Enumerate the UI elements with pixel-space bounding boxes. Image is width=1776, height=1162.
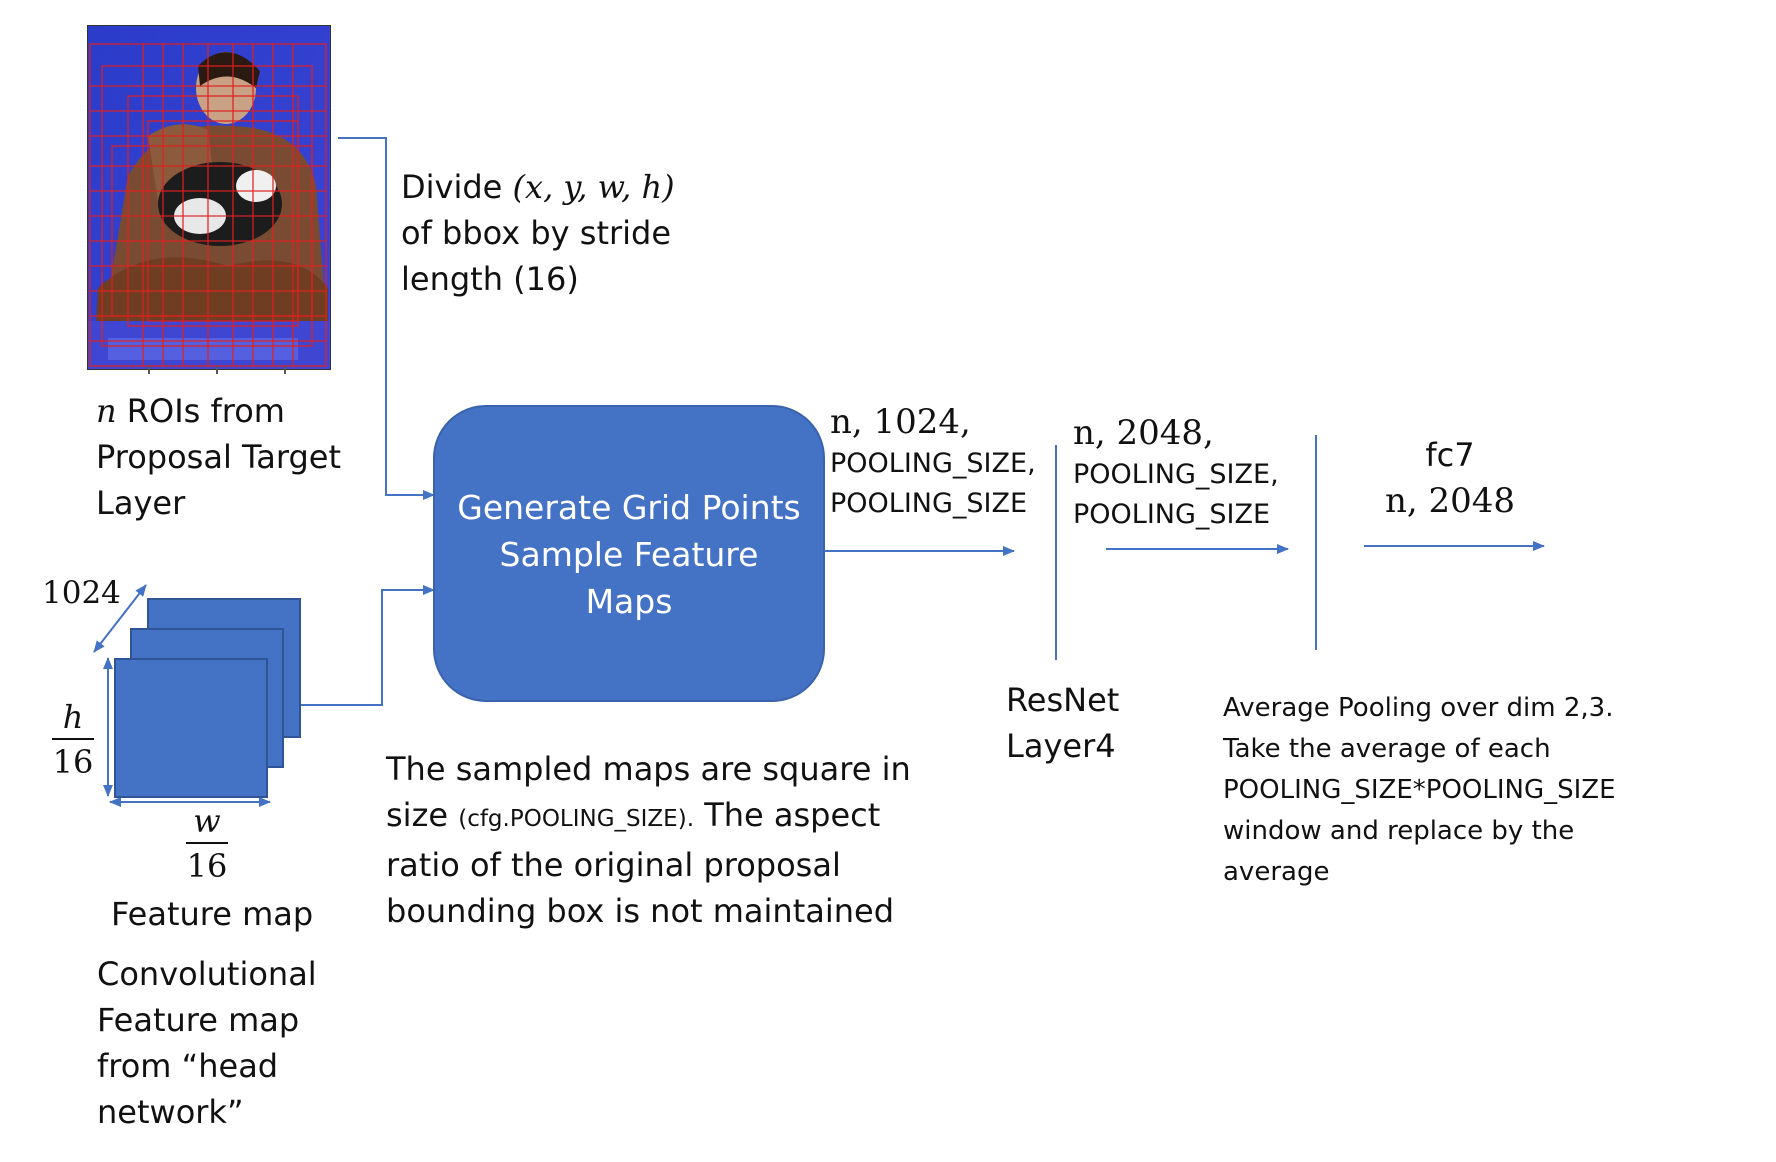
featuremap-to-box-connector <box>298 585 435 706</box>
conv-caption-line2: Feature map <box>97 1001 300 1039</box>
sampled-note-line2-suffix: The aspect <box>694 796 881 834</box>
avg-pool-note: Average Pooling over dim 2,3. Take the a… <box>1223 688 1743 893</box>
width-fraction-num: w <box>193 802 221 840</box>
shape1-line3: POOLING_SIZE <box>830 488 1028 519</box>
depth-label: 1024 <box>42 575 121 611</box>
divide-note-prefix: Divide <box>401 168 513 206</box>
generate-grid-box-shape <box>433 405 825 702</box>
conv-caption-line1: Convolutional <box>97 955 317 993</box>
avg-note-line2: Take the average of each <box>1223 734 1551 764</box>
roi-caption-line1: ROIs from <box>116 392 285 430</box>
conv-caption-line3: from “head <box>97 1047 279 1085</box>
roi-caption-math: n <box>96 392 117 430</box>
height-fraction-bar <box>52 738 94 740</box>
sampled-note: The sampled maps are square in size (cfg… <box>386 746 946 934</box>
shape-annotation-1: n, 1024, POOLING_SIZE, POOLING_SIZE <box>830 400 1060 524</box>
depth-arrow <box>93 584 147 653</box>
sampled-note-line1: The sampled maps are square in <box>386 750 911 788</box>
width-fraction-bar <box>186 842 228 844</box>
roi-image <box>87 25 331 370</box>
shape1-line2: POOLING_SIZE, <box>830 448 1036 479</box>
feature-map-label: Feature map <box>111 895 314 933</box>
width-fraction-den: 16 <box>186 847 228 885</box>
conv-caption-line4: network” <box>97 1093 244 1131</box>
box-line2: Sample Feature <box>499 535 759 574</box>
fc7-label: fc7 <box>1425 436 1475 474</box>
shape2-math: n, 2048, <box>1073 413 1214 453</box>
avg-note-line5: average <box>1223 857 1330 887</box>
shape-annotation-2: n, 2048, POOLING_SIZE, POOLING_SIZE <box>1073 411 1303 535</box>
height-fraction: h 16 <box>50 696 96 784</box>
avg-note-line1: Average Pooling over dim 2,3. <box>1223 693 1614 723</box>
divide-note-math: (x, y, w, h) <box>512 168 675 206</box>
generate-grid-box-label: Generate Grid Points Sample Feature Maps <box>434 484 824 625</box>
height-fraction-den: 16 <box>52 743 94 781</box>
resnet-label: ResNet Layer4 <box>1006 677 1119 769</box>
divide-note: Divide (x, y, w, h) of bbox by stride le… <box>401 164 731 302</box>
shape2-line3: POOLING_SIZE <box>1073 499 1271 530</box>
feature-map-layer-front <box>114 658 268 798</box>
roi-caption-line2: Proposal Target <box>96 438 341 476</box>
sampled-note-line3: ratio of the original proposal <box>386 846 841 884</box>
box-line3: Maps <box>585 582 673 621</box>
roi-caption-line3: Layer <box>96 484 186 522</box>
sampled-note-line4: bounding box is not maintained <box>386 892 895 930</box>
resnet-line1: ResNet <box>1006 681 1120 719</box>
roi-to-box-connector <box>338 137 435 500</box>
sampled-note-line2-small: (cfg.POOLING_SIZE). <box>458 806 695 832</box>
box-line1: Generate Grid Points <box>457 488 801 527</box>
roi-caption: n ROIs from Proposal Target Layer <box>96 388 396 526</box>
conv-caption: Convolutional Feature map from “head net… <box>97 951 397 1135</box>
divide-note-line2: of bbox by stride <box>401 214 672 252</box>
divide-note-line3: length (16) <box>401 260 579 298</box>
shape1-math: n, 1024, <box>830 402 971 442</box>
roi-image-drawing <box>88 26 330 369</box>
fc7-annotation: fc7 n, 2048 <box>1370 432 1530 524</box>
shape2-line2: POOLING_SIZE, <box>1073 459 1279 490</box>
height-fraction-num: h <box>62 698 84 736</box>
avg-note-line3: POOLING_SIZE*POOLING_SIZE <box>1223 775 1616 805</box>
resnet-line2: Layer4 <box>1006 727 1116 765</box>
width-fraction: w 16 <box>184 800 230 888</box>
fc7-math: n, 2048 <box>1384 481 1516 521</box>
avg-note-line4: window and replace by the <box>1223 816 1575 846</box>
roi-image-ticks <box>148 366 286 374</box>
sampled-note-line2-prefix: size <box>386 796 459 834</box>
